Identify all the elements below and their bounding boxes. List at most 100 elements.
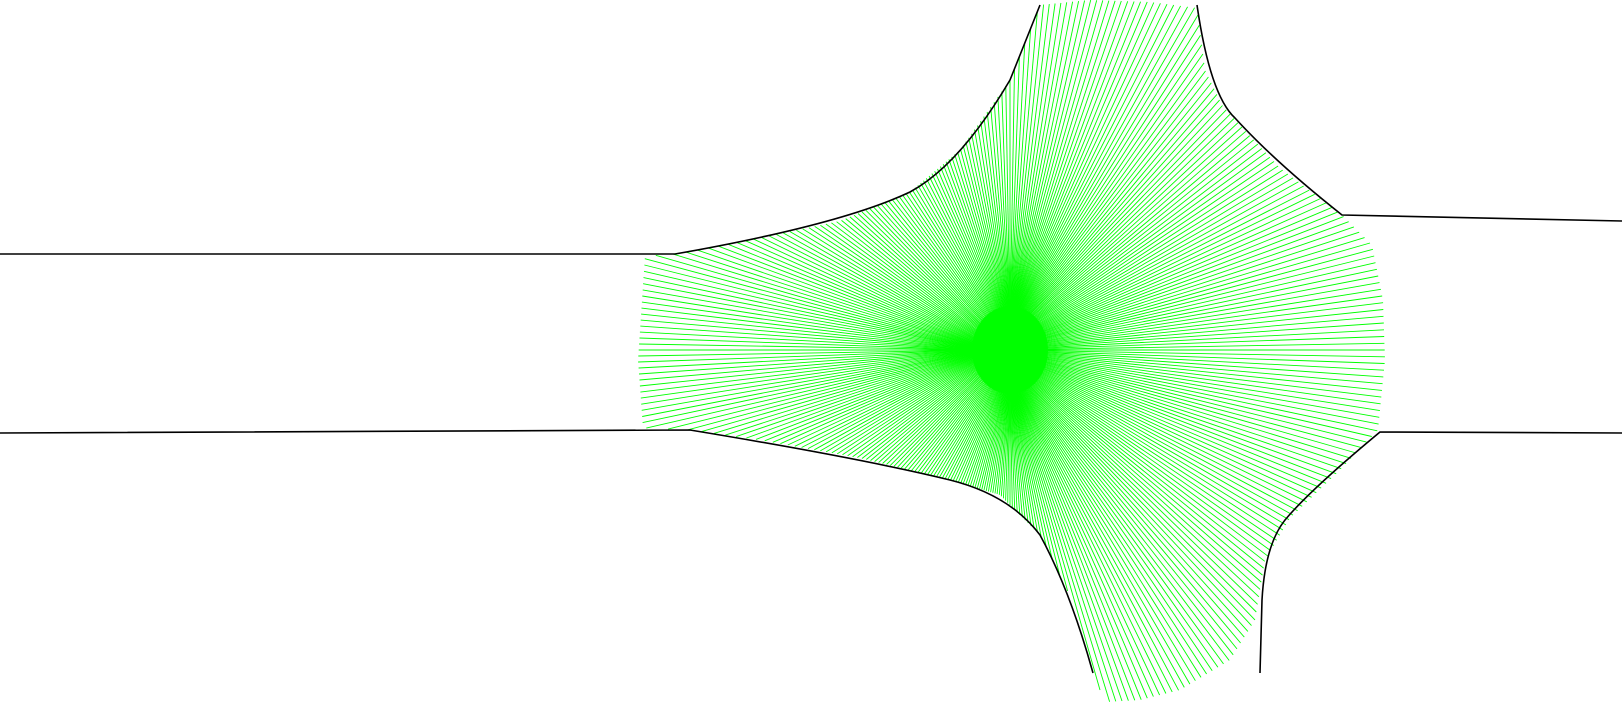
ray — [646, 345, 1004, 429]
ray — [642, 345, 1004, 417]
ray — [1015, 354, 1362, 449]
ray — [1012, 356, 1322, 489]
ray — [717, 245, 1007, 358]
ray — [1007, 359, 1274, 546]
ray — [1004, 359, 1260, 598]
ray — [1008, 169, 1283, 342]
ray — [1004, 1, 1080, 346]
ray — [1005, 1, 1074, 347]
road-edge-southeast — [1259, 431, 1622, 674]
ray — [1009, 173, 1289, 342]
ray — [1001, 4, 1175, 343]
ray — [643, 270, 1004, 355]
ray — [1001, 44, 1203, 341]
ray — [1005, 359, 1262, 583]
ray — [1017, 351, 1383, 391]
ray — [1017, 322, 1384, 350]
ray — [1012, 206, 1333, 344]
ray — [1002, 1, 1129, 344]
ray — [1011, 193, 1315, 343]
ray — [1003, 105, 1223, 341]
ray — [643, 283, 1004, 355]
ray — [1006, 139, 1255, 341]
ray — [707, 247, 1007, 357]
ray — [783, 232, 1010, 359]
ray — [1013, 216, 1344, 344]
ray — [1015, 354, 1367, 443]
ray — [1001, 358, 1179, 691]
ray — [1017, 352, 1381, 405]
ray — [1014, 355, 1352, 459]
ray — [1016, 275, 1379, 347]
ray — [638, 348, 1003, 363]
ray — [1003, 99, 1220, 341]
ray — [725, 343, 1006, 436]
ray — [640, 346, 1003, 399]
ray — [641, 346, 1003, 405]
ray — [1001, 7, 1195, 342]
ray — [1001, 359, 1213, 671]
ray — [1009, 177, 1294, 342]
ray — [1003, 355, 1101, 691]
ray — [1002, 88, 1215, 341]
ray — [1006, 143, 1259, 341]
ray — [1001, 357, 1167, 694]
ray — [1001, 358, 1202, 678]
ray — [640, 325, 1003, 352]
ray — [713, 343, 1006, 434]
ray — [1014, 237, 1365, 345]
ray — [641, 301, 1003, 354]
ray — [1016, 262, 1376, 347]
ray — [1002, 82, 1212, 341]
ray — [727, 243, 1007, 358]
ray — [1003, 355, 1111, 702]
ray — [701, 344, 1005, 433]
ray — [639, 337, 1003, 352]
ray — [639, 347, 1003, 381]
ray — [753, 238, 1009, 359]
ray — [1013, 221, 1349, 345]
ray — [1002, 356, 1129, 701]
ray — [1008, 358, 1284, 531]
ray — [1001, 35, 1201, 342]
ray — [1006, 148, 1263, 341]
ray — [1008, 358, 1277, 541]
ray — [1003, 355, 1117, 702]
ray — [736, 241, 1008, 358]
ray — [1007, 152, 1267, 341]
ray — [789, 231, 1011, 360]
ray — [794, 341, 1009, 447]
ray — [1001, 6, 1188, 342]
ray — [1001, 25, 1200, 342]
ray — [1011, 198, 1321, 343]
ray — [1004, 122, 1239, 341]
ray — [1008, 165, 1279, 342]
ray — [1017, 288, 1381, 348]
road-edges — [0, 4, 1622, 674]
ray — [644, 258, 1005, 356]
ray — [1017, 352, 1380, 412]
ray — [1014, 231, 1360, 345]
ray — [1011, 189, 1310, 343]
ray — [1009, 358, 1290, 521]
ray — [1017, 349, 1385, 358]
ray — [1016, 352, 1380, 418]
ray — [1005, 359, 1263, 576]
ray — [1017, 350, 1384, 378]
ray — [1003, 359, 1252, 626]
ray — [1007, 359, 1271, 551]
ray — [1005, 135, 1251, 341]
ray — [640, 347, 1003, 393]
ray — [1017, 351, 1383, 385]
road-edge-northwest — [0, 4, 1041, 255]
ray — [1002, 359, 1224, 665]
ray — [1001, 358, 1196, 681]
ray — [1017, 351, 1382, 398]
ray — [1005, 2, 1068, 347]
ray — [1015, 248, 1374, 346]
ray — [1016, 282, 1380, 348]
ray — [780, 342, 1008, 445]
ray — [1002, 76, 1209, 341]
ray — [1002, 359, 1241, 644]
ray — [745, 240, 1008, 358]
